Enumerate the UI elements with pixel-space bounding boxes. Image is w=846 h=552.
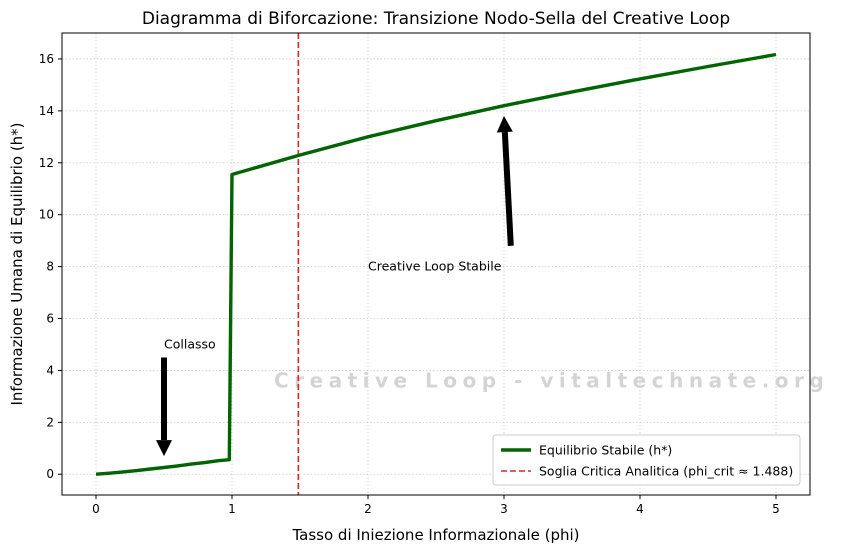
y-tick-label: 12 — [39, 156, 54, 170]
stable-equilibrium-line — [95, 52, 777, 476]
y-tick-label: 10 — [39, 208, 54, 222]
watermark-text: Creative Loop - vitaltechnate.org — [274, 368, 829, 392]
y-tick-label: 6 — [46, 312, 54, 326]
arrow-head — [496, 116, 513, 133]
x-tick-label: 5 — [772, 502, 780, 516]
x-tick-label: 3 — [500, 502, 508, 516]
y-tick-label: 0 — [46, 467, 54, 481]
x-axis-label: Tasso di Iniezione Informazionale (phi) — [291, 526, 579, 544]
collapse-arrow — [156, 357, 172, 457]
x-tick-label: 1 — [228, 502, 236, 516]
plot-frame — [61, 32, 811, 496]
legend-box — [492, 434, 801, 486]
x-tick-label: 2 — [364, 502, 372, 516]
chart-title: Diagramma di Biforcazione: Transizione N… — [142, 9, 730, 29]
arrow-shaft — [501, 131, 514, 246]
y-tick-label: 2 — [46, 415, 54, 429]
y-axis-label: Informazione Umana di Equilibrio (h*) — [8, 122, 26, 405]
stable-loop-arrow — [496, 116, 514, 246]
stable-loop-annotation-label: Creative Loop Stabile — [368, 259, 502, 274]
collapse-annotation-label: Collasso — [164, 336, 216, 351]
y-tick-label: 4 — [46, 363, 54, 377]
y-tick-label: 14 — [39, 104, 54, 118]
legend-entry-stable-equilibrium-label: Equilibrio Stabile (h*) — [539, 443, 672, 458]
arrow-head — [156, 440, 172, 457]
legend: Equilibrio Stabile (h*) Soglia Critica An… — [492, 434, 801, 486]
x-tick-label: 0 — [92, 502, 100, 516]
y-tick-label: 8 — [46, 260, 54, 274]
x-tick-label: 4 — [636, 502, 644, 516]
legend-entry-critical-threshold-label: Soglia Critica Analitica (phi_crit ≈ 1.4… — [539, 464, 793, 479]
y-tick-label: 16 — [39, 52, 54, 66]
